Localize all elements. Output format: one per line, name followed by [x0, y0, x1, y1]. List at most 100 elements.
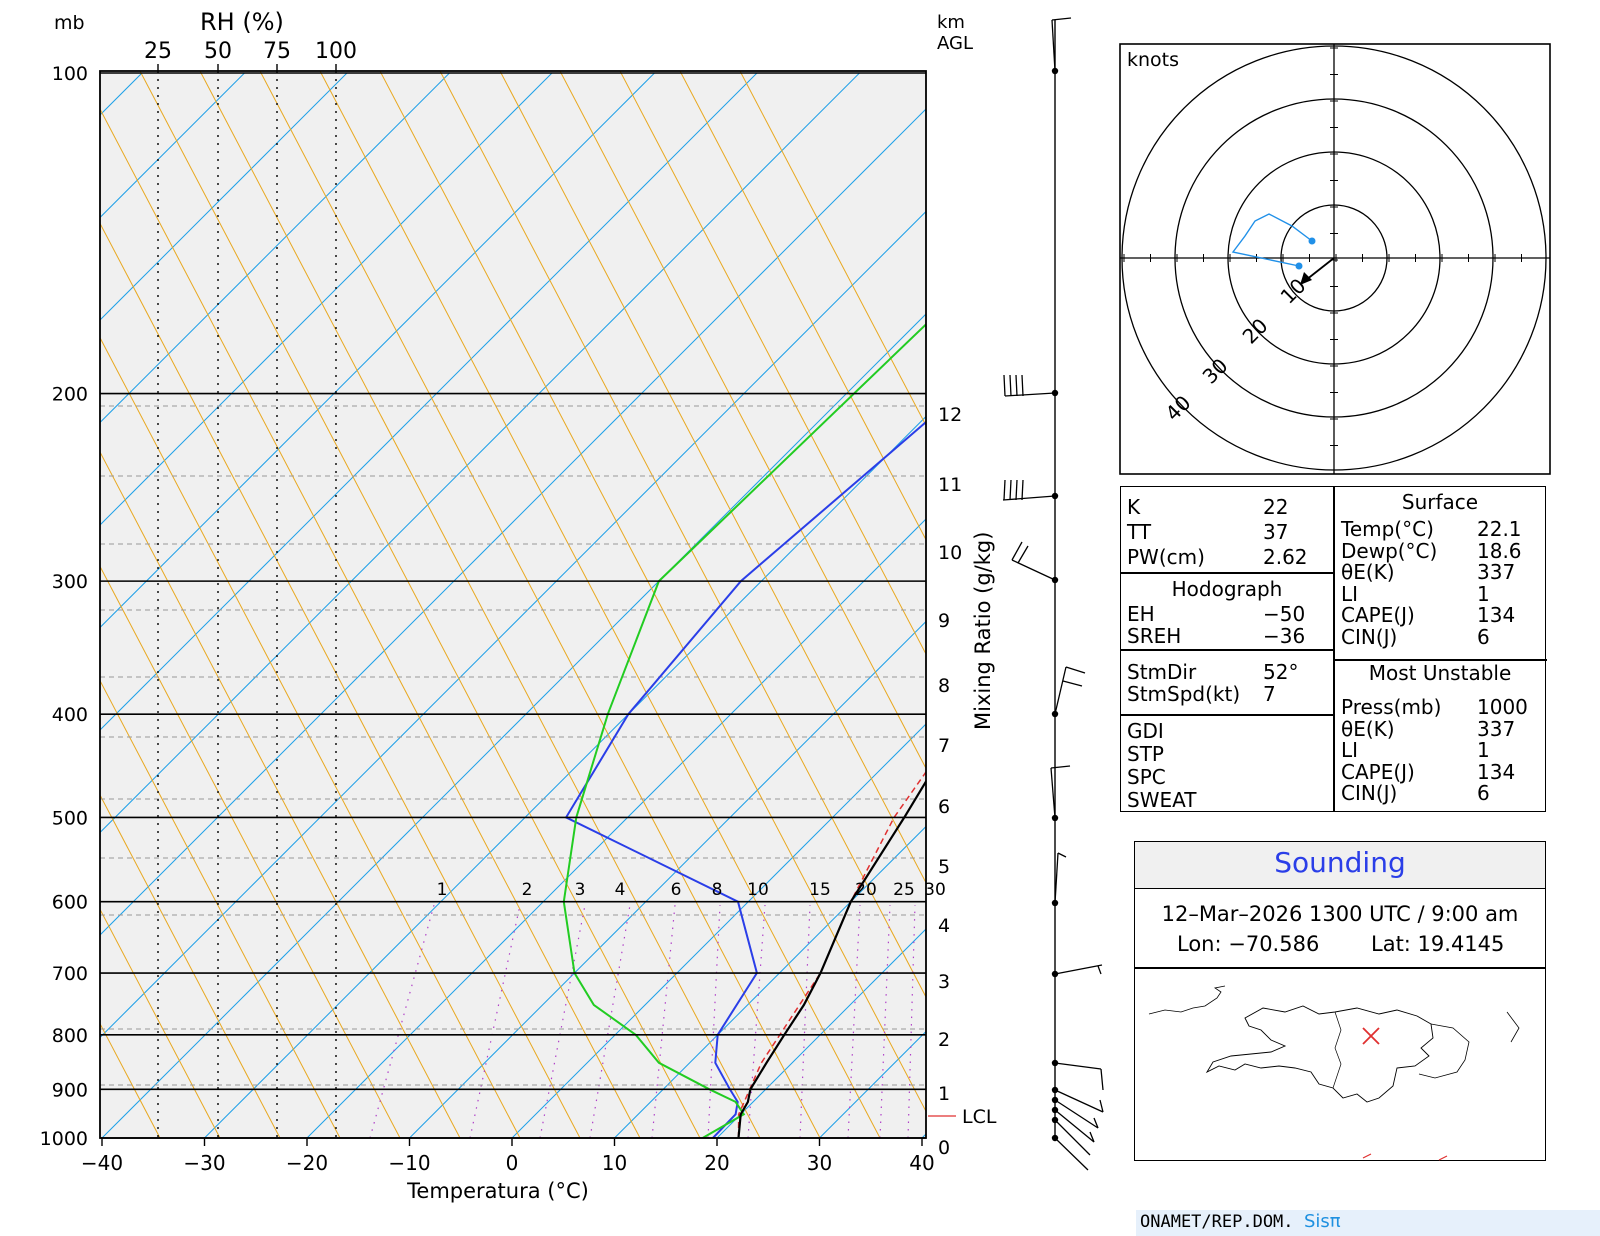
plot-background — [100, 71, 926, 1138]
wind-barb-icon — [1015, 479, 1018, 501]
pressure-tick-label: 900 — [52, 1079, 88, 1101]
temp-tick-label: 30 — [807, 1151, 832, 1175]
wind-barb-icon — [1100, 1068, 1104, 1091]
wind-barb-icon — [1054, 1099, 1099, 1129]
wind-barb-icon — [1051, 19, 1056, 72]
hodograph-frame — [1119, 43, 1551, 475]
mixing-ratio-tick-label: 25 — [893, 880, 915, 900]
dry-adiabat-line — [319, 71, 881, 1138]
dry-adiabat-line — [379, 71, 926, 1113]
index-label: θE(K) — [1341, 560, 1395, 584]
most-unstable-title: Most Unstable — [1368, 661, 1512, 685]
hodograph-area — [1120, 44, 1550, 474]
index-label: K — [1127, 495, 1141, 519]
index-value: 337 — [1477, 560, 1516, 584]
index-label: θE(K) — [1341, 716, 1395, 741]
hodograph-point — [1308, 237, 1316, 245]
index-label: Dewp(°C) — [1341, 538, 1438, 563]
pressure-tick-label: 300 — [52, 571, 88, 593]
wind-barb-icon — [1054, 666, 1067, 715]
pressure-tick-label: 400 — [52, 704, 88, 726]
mixing-ratio-axis-label: Mixing Ratio (g/kg) — [971, 532, 995, 730]
pressure-tick-label: 200 — [52, 384, 88, 406]
wind-barb-icon — [1093, 1117, 1099, 1129]
index-label: CIN(J) — [1341, 781, 1398, 805]
index-label: SPC — [1127, 765, 1166, 789]
isotherm-line — [409, 620, 926, 1138]
wind-barb-icon — [1003, 374, 1006, 397]
wind-barb-icon — [1050, 767, 1056, 819]
km-unit-label: km — [937, 12, 965, 33]
hodograph-unit-label: knots — [1127, 49, 1179, 71]
hodograph-trace — [1231, 213, 1313, 267]
index-value: 7 — [1263, 682, 1276, 706]
isotherm-line — [204, 415, 926, 1138]
index-value: 18.6 — [1477, 538, 1522, 563]
index-label: LI — [1341, 581, 1359, 606]
wind-barb-icon — [1099, 1099, 1104, 1113]
sounding-info-panel: Sounding 12–Mar–2026 1300 UTC / 9:00 am … — [1134, 841, 1546, 1161]
dry-adiabat-line — [499, 71, 926, 884]
temperature-profile-line — [737, 779, 926, 1138]
isotherm-line — [100, 108, 926, 936]
pressure-tick-label: 700 — [52, 963, 88, 985]
indices-table: K 22 TT 37 PW(cm) 2.62 Hodograph EH −50 SREH −36… — [1120, 486, 1547, 812]
pressure-tick-label: 600 — [52, 892, 88, 914]
isotherm-line — [100, 72, 348, 321]
wind-barb-icon — [1054, 1109, 1095, 1143]
height-tick-label: 2 — [938, 1029, 950, 1051]
index-value: 1000 — [1477, 695, 1528, 719]
index-value: 6 — [1477, 624, 1490, 649]
temp-tick-label: 40 — [909, 1151, 934, 1175]
dry-adiabat-line — [679, 71, 926, 541]
plot-frame — [99, 70, 927, 1139]
wind-barb-icon — [1054, 1062, 1102, 1070]
index-label: CAPE(J) — [1341, 603, 1415, 627]
mixing-ratio-line — [747, 904, 766, 1138]
wind-barb-icon — [1054, 964, 1103, 975]
dry-adiabat-line — [100, 793, 281, 1138]
hodograph-title: Hodograph — [1171, 577, 1283, 601]
isotherm-line — [614, 825, 926, 1138]
wind-barb-icon — [1003, 479, 1006, 501]
wind-barb-icon — [1097, 965, 1102, 975]
index-label: Temp(°C) — [1341, 517, 1434, 541]
dry-adiabat-line — [100, 908, 221, 1138]
wind-barb-icon — [1011, 559, 1056, 581]
wind-barb-icon — [1015, 374, 1018, 397]
index-value: −50 — [1263, 602, 1306, 626]
index-value: 134 — [1477, 603, 1516, 627]
index-label: StmSpd(kt) — [1127, 682, 1241, 706]
index-label: PW(cm) — [1127, 545, 1205, 569]
height-tick-label: 6 — [938, 796, 950, 818]
temp-tick-label: 0 — [506, 1151, 519, 1175]
mixing-ratio-line — [847, 904, 861, 1138]
index-value: 6 — [1477, 781, 1490, 805]
rh-tick-label: 50 — [204, 39, 232, 64]
wind-barb-icon — [1057, 852, 1067, 858]
temp-tick-label: −40 — [81, 1151, 123, 1175]
isotherm-line — [101, 313, 926, 1138]
wind-barb-icon — [1021, 479, 1024, 501]
rh-tick-label: 100 — [315, 39, 357, 64]
index-label: SWEAT — [1127, 788, 1197, 812]
footer-org: ONAMET/REP.DOM. — [1140, 1212, 1294, 1232]
wind-barb-icon — [1017, 545, 1029, 564]
isotherm-line — [100, 72, 655, 629]
height-tick-label: 3 — [938, 971, 950, 993]
wind-barb-icon — [1054, 1119, 1091, 1156]
dry-adiabat-line — [100, 565, 401, 1138]
height-tick-label: 5 — [938, 856, 950, 878]
pressure-tick-label: 1000 — [40, 1128, 88, 1150]
height-tick-label: 7 — [938, 735, 950, 757]
index-label: STP — [1127, 742, 1164, 766]
temp-tick-label: −10 — [388, 1151, 430, 1175]
wind-barb-icon — [1065, 666, 1086, 674]
height-tick-label: 12 — [938, 404, 962, 426]
x-axis-label: Temperatura (°C) — [406, 1179, 589, 1203]
wind-barb-icon — [1009, 479, 1012, 501]
wind-barb-icon — [1002, 495, 1056, 501]
location-map — [1148, 985, 1520, 1161]
isotherm-line — [511, 723, 926, 1138]
